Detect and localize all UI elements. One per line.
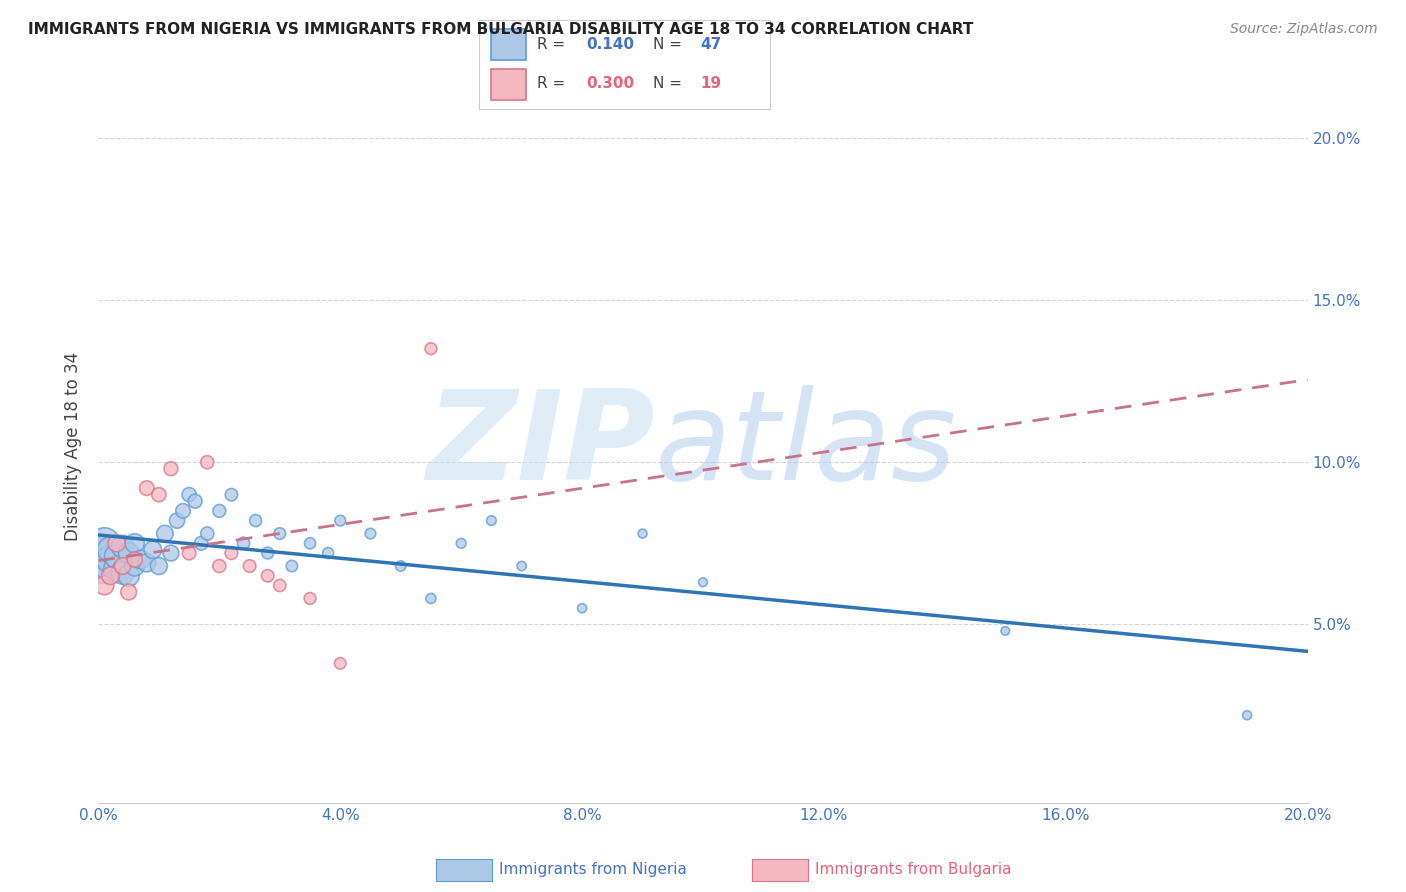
Point: [269, 578, 291, 592]
Point: [299, 536, 322, 550]
Text: 0.300: 0.300: [586, 77, 634, 91]
Point: [221, 488, 243, 502]
Bar: [491, 29, 526, 60]
Point: [124, 552, 146, 566]
Point: [329, 514, 352, 528]
Point: [221, 546, 243, 560]
Point: [316, 546, 339, 560]
Point: [100, 542, 122, 557]
Text: 19: 19: [700, 77, 721, 91]
Point: [172, 504, 194, 518]
Point: [111, 559, 134, 574]
Point: [93, 556, 115, 570]
Point: [450, 536, 472, 550]
Point: [124, 559, 146, 574]
Point: [160, 461, 183, 475]
Text: atlas: atlas: [655, 385, 956, 507]
Point: [994, 624, 1017, 638]
Point: [135, 556, 157, 570]
Text: Immigrants from Nigeria: Immigrants from Nigeria: [499, 863, 688, 877]
Point: [299, 591, 322, 606]
Point: [160, 546, 183, 560]
Point: [148, 488, 170, 502]
Text: N =: N =: [654, 77, 688, 91]
Point: [631, 526, 654, 541]
Point: [510, 559, 533, 574]
Point: [269, 526, 291, 541]
Point: [93, 536, 115, 550]
Point: [118, 585, 141, 599]
Point: [118, 568, 141, 582]
Point: [195, 455, 218, 469]
Point: [100, 568, 122, 582]
Point: [166, 514, 188, 528]
Point: [111, 566, 134, 580]
Point: [1236, 708, 1258, 723]
Point: [232, 536, 254, 550]
Point: [256, 568, 278, 582]
Point: [239, 559, 262, 574]
Point: [142, 542, 165, 557]
Text: ZIP: ZIP: [426, 385, 655, 507]
Point: [153, 526, 176, 541]
Text: R =: R =: [537, 37, 571, 52]
Point: [148, 559, 170, 574]
Point: [389, 559, 412, 574]
Point: [93, 578, 115, 592]
Point: [105, 536, 128, 550]
Point: [281, 559, 304, 574]
Text: Source: ZipAtlas.com: Source: ZipAtlas.com: [1230, 22, 1378, 37]
Point: [420, 342, 443, 356]
Point: [329, 657, 352, 671]
Point: [100, 552, 122, 566]
Text: R =: R =: [537, 77, 571, 91]
Point: [100, 559, 122, 574]
Point: [208, 559, 231, 574]
Point: [184, 494, 207, 508]
Point: [208, 504, 231, 518]
Point: [135, 481, 157, 495]
Point: [692, 575, 714, 590]
Text: 0.140: 0.140: [586, 37, 634, 52]
Text: 47: 47: [700, 37, 721, 52]
Point: [124, 536, 146, 550]
Point: [179, 488, 201, 502]
Point: [420, 591, 443, 606]
Text: IMMIGRANTS FROM NIGERIA VS IMMIGRANTS FROM BULGARIA DISABILITY AGE 18 TO 34 CORR: IMMIGRANTS FROM NIGERIA VS IMMIGRANTS FR…: [28, 22, 973, 37]
Bar: [491, 69, 526, 100]
Text: Immigrants from Bulgaria: Immigrants from Bulgaria: [815, 863, 1012, 877]
Point: [93, 546, 115, 560]
Point: [195, 526, 218, 541]
Point: [245, 514, 267, 528]
Point: [118, 546, 141, 560]
Text: N =: N =: [654, 37, 688, 52]
Point: [481, 514, 503, 528]
Point: [105, 549, 128, 564]
Point: [129, 552, 152, 566]
Point: [179, 546, 201, 560]
Point: [111, 540, 134, 554]
Y-axis label: Disability Age 18 to 34: Disability Age 18 to 34: [65, 351, 83, 541]
Point: [105, 562, 128, 576]
Point: [256, 546, 278, 560]
Point: [360, 526, 382, 541]
Point: [190, 536, 212, 550]
Point: [571, 601, 593, 615]
